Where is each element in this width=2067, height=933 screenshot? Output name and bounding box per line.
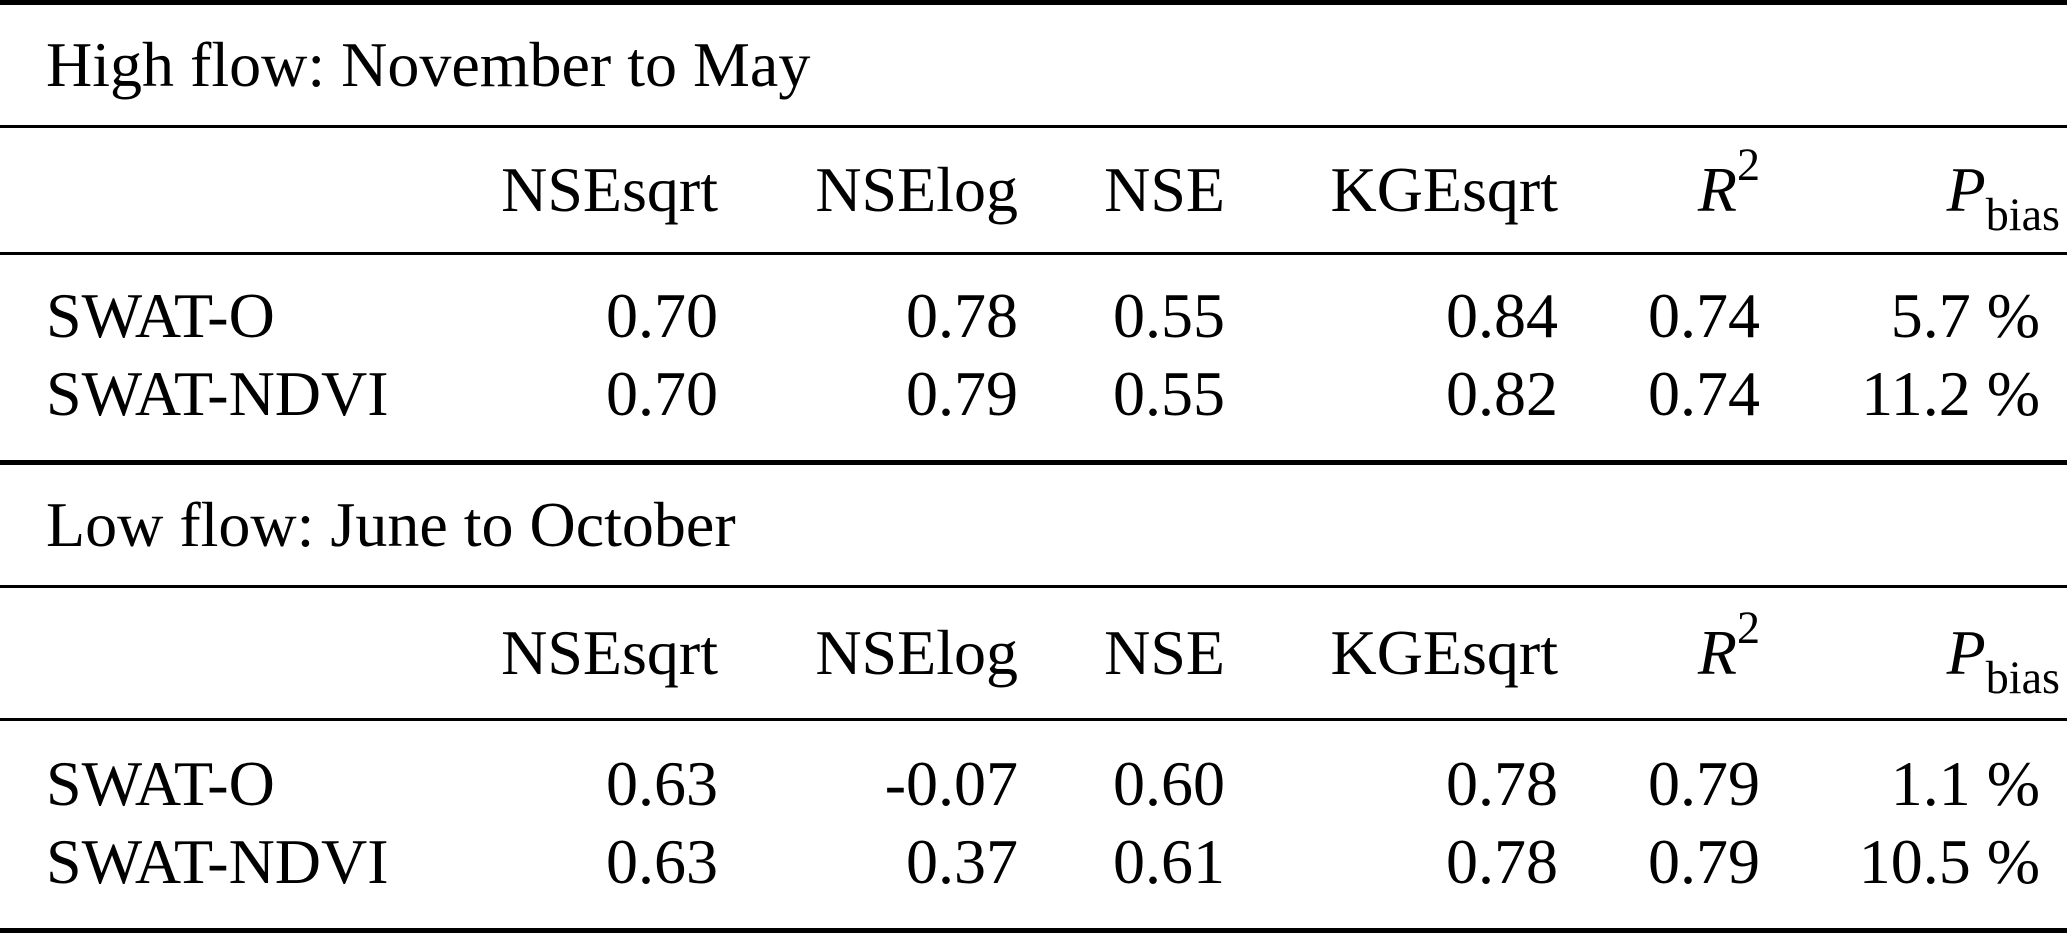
header-row: NSEsqrt NSElog NSE KGEsqrt R2 Pbias xyxy=(0,588,2067,718)
column-header-nsesqrt: NSEsqrt xyxy=(501,154,718,225)
row-label: SWAT-O xyxy=(46,280,275,351)
column-header-nse: NSE xyxy=(1104,154,1225,225)
table-row-swat-o: SWAT-O 0.70 0.78 0.55 0.84 0.74 5.7 % xyxy=(0,277,2067,355)
column-header-pbias: Pbias xyxy=(1780,616,2060,701)
rule-below-header xyxy=(0,252,2067,255)
value-cell: 0.37 xyxy=(906,826,1018,897)
value-cell: 0.78 xyxy=(1446,748,1558,819)
value-cell: 0.63 xyxy=(606,826,718,897)
value-cell: -0.07 xyxy=(884,748,1018,819)
column-header-pbias: Pbias xyxy=(1780,153,2060,238)
rule-below-title xyxy=(0,125,2067,128)
header-row: NSEsqrt NSElog NSE KGEsqrt R2 Pbias xyxy=(0,128,2067,252)
value-cell: 1.1 % xyxy=(1890,748,2040,819)
value-cell: 0.78 xyxy=(1446,826,1558,897)
section-title-row: High flow: November to May xyxy=(0,5,2067,125)
value-cell: 0.55 xyxy=(1113,358,1225,429)
data-rows: SWAT-O 0.70 0.78 0.55 0.84 0.74 5.7 % SW… xyxy=(0,255,2067,460)
value-cell: 0.82 xyxy=(1446,358,1558,429)
value-cell: 0.74 xyxy=(1648,280,1760,351)
r2-exponent: 2 xyxy=(1736,139,1760,191)
table-row-swat-ndvi: SWAT-NDVI 0.70 0.79 0.55 0.82 0.74 11.2 … xyxy=(0,355,2067,433)
value-cell: 0.79 xyxy=(1648,826,1760,897)
value-cell: 0.70 xyxy=(606,358,718,429)
pbias-symbol: P xyxy=(1946,617,1986,688)
section-high-flow: High flow: November to May NSEsqrt NSElo… xyxy=(0,5,2067,460)
middle-rule xyxy=(0,460,2067,465)
bottom-rule xyxy=(0,928,2067,933)
row-label: SWAT-NDVI xyxy=(46,826,389,897)
pbias-symbol: P xyxy=(1946,154,1986,225)
r2-exponent: 2 xyxy=(1736,602,1760,654)
column-header-nse: NSE xyxy=(1104,617,1225,688)
column-header-r2: R2 xyxy=(1558,605,1760,690)
rule-below-title xyxy=(0,585,2067,588)
section-title: Low flow: June to October xyxy=(46,489,736,560)
value-cell: 0.55 xyxy=(1113,280,1225,351)
section-title-row: Low flow: June to October xyxy=(0,465,2067,585)
section-title: High flow: November to May xyxy=(46,29,811,100)
value-cell: 0.61 xyxy=(1113,826,1225,897)
value-cell: 0.78 xyxy=(906,280,1018,351)
pbias-subscript: bias xyxy=(1985,652,2060,704)
data-rows: SWAT-O 0.63 -0.07 0.60 0.78 0.79 1.1 % S… xyxy=(0,721,2067,928)
value-cell: 0.79 xyxy=(1648,748,1760,819)
column-header-r2: R2 xyxy=(1558,142,1760,227)
column-header-nselog: NSElog xyxy=(815,154,1018,225)
section-low-flow: Low flow: June to October NSEsqrt NSElog… xyxy=(0,465,2067,928)
table-row-swat-ndvi: SWAT-NDVI 0.63 0.37 0.61 0.78 0.79 10.5 … xyxy=(0,823,2067,901)
column-header-kgesqrt: KGEsqrt xyxy=(1330,617,1558,688)
r2-symbol: R xyxy=(1697,617,1737,688)
pbias-subscript: bias xyxy=(1985,189,2060,241)
row-label: SWAT-O xyxy=(46,748,275,819)
table-row-swat-o: SWAT-O 0.63 -0.07 0.60 0.78 0.79 1.1 % xyxy=(0,745,2067,823)
value-cell: 5.7 % xyxy=(1890,280,2040,351)
value-cell: 11.2 % xyxy=(1861,358,2040,429)
value-cell: 0.63 xyxy=(606,748,718,819)
r2-symbol: R xyxy=(1697,154,1737,225)
column-header-nsesqrt: NSEsqrt xyxy=(501,617,718,688)
rule-below-header xyxy=(0,718,2067,721)
row-label: SWAT-NDVI xyxy=(46,358,389,429)
value-cell: 0.74 xyxy=(1648,358,1760,429)
top-rule xyxy=(0,0,2067,5)
column-header-nselog: NSElog xyxy=(815,617,1018,688)
value-cell: 0.79 xyxy=(906,358,1018,429)
column-header-kgesqrt: KGEsqrt xyxy=(1330,154,1558,225)
value-cell: 10.5 % xyxy=(1858,826,2040,897)
value-cell: 0.84 xyxy=(1446,280,1558,351)
value-cell: 0.70 xyxy=(606,280,718,351)
value-cell: 0.60 xyxy=(1113,748,1225,819)
